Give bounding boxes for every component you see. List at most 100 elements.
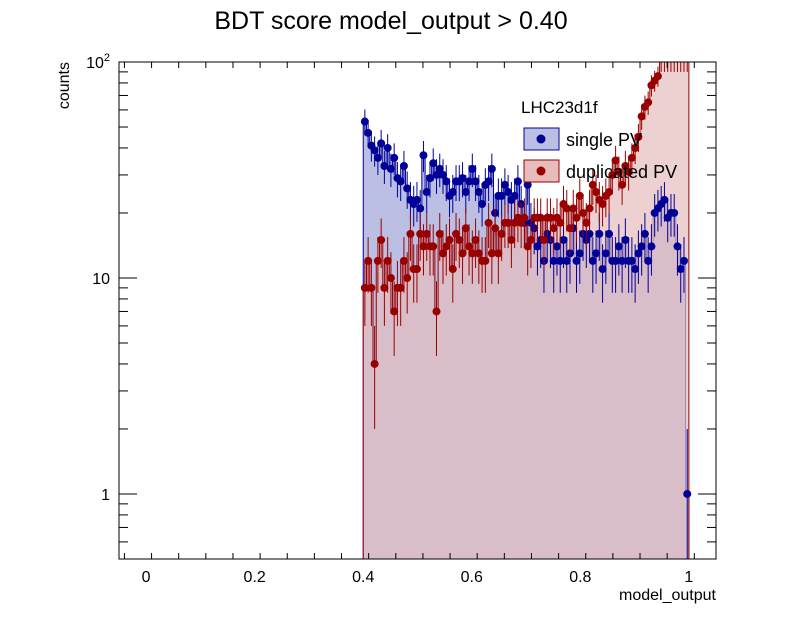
data-point-duplicated-pv <box>390 281 399 356</box>
data-point-duplicated-pv <box>598 185 607 227</box>
data-point-duplicated-pv <box>465 224 474 276</box>
data-point-single-pv <box>588 237 597 293</box>
data-point-duplicated-pv <box>644 91 653 115</box>
data-point-duplicated-pv <box>618 168 627 205</box>
data-point-single-pv <box>373 143 382 175</box>
data-point-duplicated-pv <box>484 203 493 249</box>
data-point-single-pv <box>627 237 636 293</box>
data-point-duplicated-pv <box>458 230 467 284</box>
y-tick-label: 1 <box>101 487 110 504</box>
data-point-duplicated-pv <box>579 194 588 237</box>
data-point-single-pv <box>513 165 522 202</box>
data-point-single-pv <box>412 182 421 222</box>
data-point-single-pv <box>572 237 581 293</box>
y-tick-label: 10 <box>92 271 110 288</box>
data-point-duplicated-pv <box>386 252 395 314</box>
data-point-duplicated-pv <box>432 281 441 356</box>
data-point-single-pv <box>575 230 584 284</box>
data-point-single-pv <box>403 171 412 209</box>
data-point-duplicated-pv <box>445 218 454 268</box>
data-point-duplicated-pv <box>566 207 575 255</box>
data-point-duplicated-pv <box>562 189 571 232</box>
data-point-single-pv <box>614 224 623 276</box>
data-point-duplicated-pv <box>546 198 555 243</box>
legend-marker-single-pv <box>536 134 546 144</box>
data-point-duplicated-pv <box>507 218 516 268</box>
x-tick-label: 1 <box>684 569 693 586</box>
data-point-single-pv <box>592 230 601 284</box>
data-point-duplicated-pv <box>383 237 392 293</box>
data-point-single-pv <box>562 237 571 293</box>
plot-area <box>118 61 717 560</box>
x-tick-label: 0.2 <box>244 569 266 586</box>
data-point-duplicated-pv <box>523 224 532 276</box>
data-point-duplicated-pv <box>360 260 369 326</box>
data-point-single-pv <box>670 194 679 237</box>
data-point-duplicated-pv <box>364 237 373 293</box>
data-point-single-pv <box>647 224 656 276</box>
data-point-single-pv <box>435 153 444 188</box>
y-axis: 1 10 102 <box>86 52 716 560</box>
data-point-single-pv <box>634 230 643 284</box>
data-point-duplicated-pv <box>572 198 581 243</box>
data-point-duplicated-pv <box>455 218 464 268</box>
data-point-duplicated-pv <box>380 260 389 326</box>
data-point-single-pv <box>679 237 688 293</box>
data-point-duplicated-pv <box>520 198 529 243</box>
data-point-duplicated-pv <box>399 237 408 293</box>
data-point-single-pv <box>474 174 483 213</box>
data-point-duplicated-pv <box>588 168 597 205</box>
data-point-duplicated-pv <box>494 230 503 284</box>
data-point-duplicated-pv <box>621 150 630 184</box>
data-point-duplicated-pv <box>377 218 386 268</box>
x-tick-label: 0.6 <box>461 569 483 586</box>
data-point-duplicated-pv <box>526 218 535 268</box>
data-point-duplicated-pv <box>406 212 415 261</box>
data-point-duplicated-pv <box>367 260 376 326</box>
data-point-duplicated-pv <box>429 224 438 276</box>
data-point-single-pv <box>425 162 434 198</box>
data-point-duplicated-pv <box>416 212 425 261</box>
data-point-duplicated-pv <box>569 189 578 232</box>
data-point-duplicated-pv <box>608 159 617 194</box>
data-point-duplicated-pv <box>412 244 421 303</box>
legend-marker-duplicated-pv <box>536 166 546 176</box>
data-point-duplicated-pv <box>481 237 490 293</box>
data-point-duplicated-pv <box>539 218 548 268</box>
data-point-duplicated-pv <box>556 203 565 249</box>
data-point-duplicated-pv <box>396 260 405 326</box>
data-point-single-pv <box>380 150 389 184</box>
data-point-single-pv <box>370 136 379 167</box>
data-point-single-pv <box>422 174 431 213</box>
data-point-single-pv <box>439 159 448 194</box>
data-point-single-pv <box>419 140 428 173</box>
x-tick-label: 0.8 <box>569 569 591 586</box>
data-point-duplicated-pv <box>624 156 633 191</box>
chart-title: BDT score model_output > 0.40 <box>214 7 567 35</box>
data-point-single-pv <box>478 185 487 227</box>
x-axis: 0 0.2 0.4 0.6 0.8 1 <box>123 62 695 586</box>
data-point-single-pv <box>383 134 392 165</box>
data-point-single-pv <box>618 237 627 293</box>
data-point-single-pv <box>676 244 685 303</box>
data-point-duplicated-pv <box>373 237 382 293</box>
data-point-duplicated-pv <box>487 230 496 284</box>
legend-label-duplicated-pv: duplicated PV <box>566 162 677 182</box>
data-point-duplicated-pv <box>471 218 480 268</box>
data-point-single-pv <box>399 150 408 184</box>
data-point-duplicated-pv <box>491 207 500 255</box>
data-point-duplicated-pv <box>422 212 431 261</box>
x-tick-label: 0 <box>142 569 151 586</box>
data-point-single-pv <box>601 230 610 284</box>
data-point-duplicated-pv <box>592 174 601 213</box>
data-point-single-pv <box>683 428 692 559</box>
data-point-single-pv <box>364 120 373 148</box>
data-point-duplicated-pv <box>452 212 461 261</box>
x-tick-label: 0.4 <box>352 569 374 586</box>
data-point-single-pv <box>605 212 614 261</box>
data-point-duplicated-pv <box>585 189 594 232</box>
legend-title: LHC23d1f <box>521 98 598 117</box>
data-point-single-pv <box>640 212 649 261</box>
data-point-single-pv <box>396 165 405 202</box>
